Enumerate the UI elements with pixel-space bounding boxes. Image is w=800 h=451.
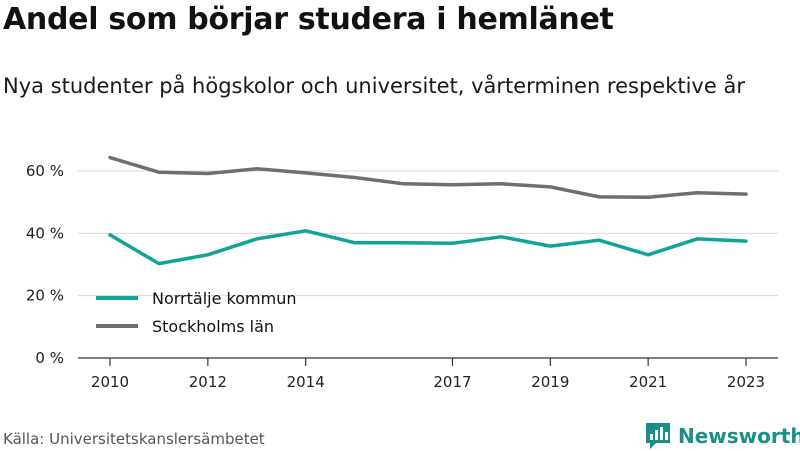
series-line-norrtalje-kommun — [108, 229, 748, 266]
series-lines — [108, 155, 748, 266]
x-axis: 2010 2012 2014 2017 2019 2021 2023 — [78, 357, 778, 391]
bar-chart-speech-bubble-icon — [646, 423, 670, 449]
y-tick-label: 0 % — [35, 349, 64, 367]
y-tick-label: 20 % — [26, 287, 64, 305]
legend-label: Stockholms län — [152, 317, 274, 336]
x-tick-label: 2012 — [189, 373, 227, 391]
chart-subtitle: Nya studenter på högskolor och universit… — [3, 74, 745, 98]
gridlines — [78, 170, 778, 297]
series-line-stockholms-lan — [108, 155, 748, 199]
y-tick-label: 40 % — [26, 224, 64, 242]
line-chart: 2010 2012 2014 2017 2019 2021 2023 0 % 20 % 40 %… — [26, 155, 778, 391]
chart-title: Andel som börjar studera i hemlänet — [3, 2, 614, 37]
y-tick-label: 60 % — [26, 162, 64, 180]
x-tick-label: 2014 — [287, 373, 325, 391]
source-note: Källa: Universitetskanslersämbetet — [3, 430, 265, 448]
x-tick-label: 2021 — [629, 373, 667, 391]
legend: Norrtälje kommun Stockholms län — [96, 289, 296, 336]
x-tick-label: 2010 — [91, 373, 129, 391]
x-tick-label: 2019 — [531, 373, 569, 391]
legend-label: Norrtälje kommun — [152, 289, 296, 308]
y-axis-labels: 0 % 20 % 40 % 60 % — [26, 162, 64, 367]
x-tick-label: 2017 — [433, 373, 471, 391]
brand-name: Newsworthy — [678, 424, 800, 448]
x-tick-label: 2023 — [727, 373, 765, 391]
brand-logo: Newsworthy — [644, 421, 800, 451]
